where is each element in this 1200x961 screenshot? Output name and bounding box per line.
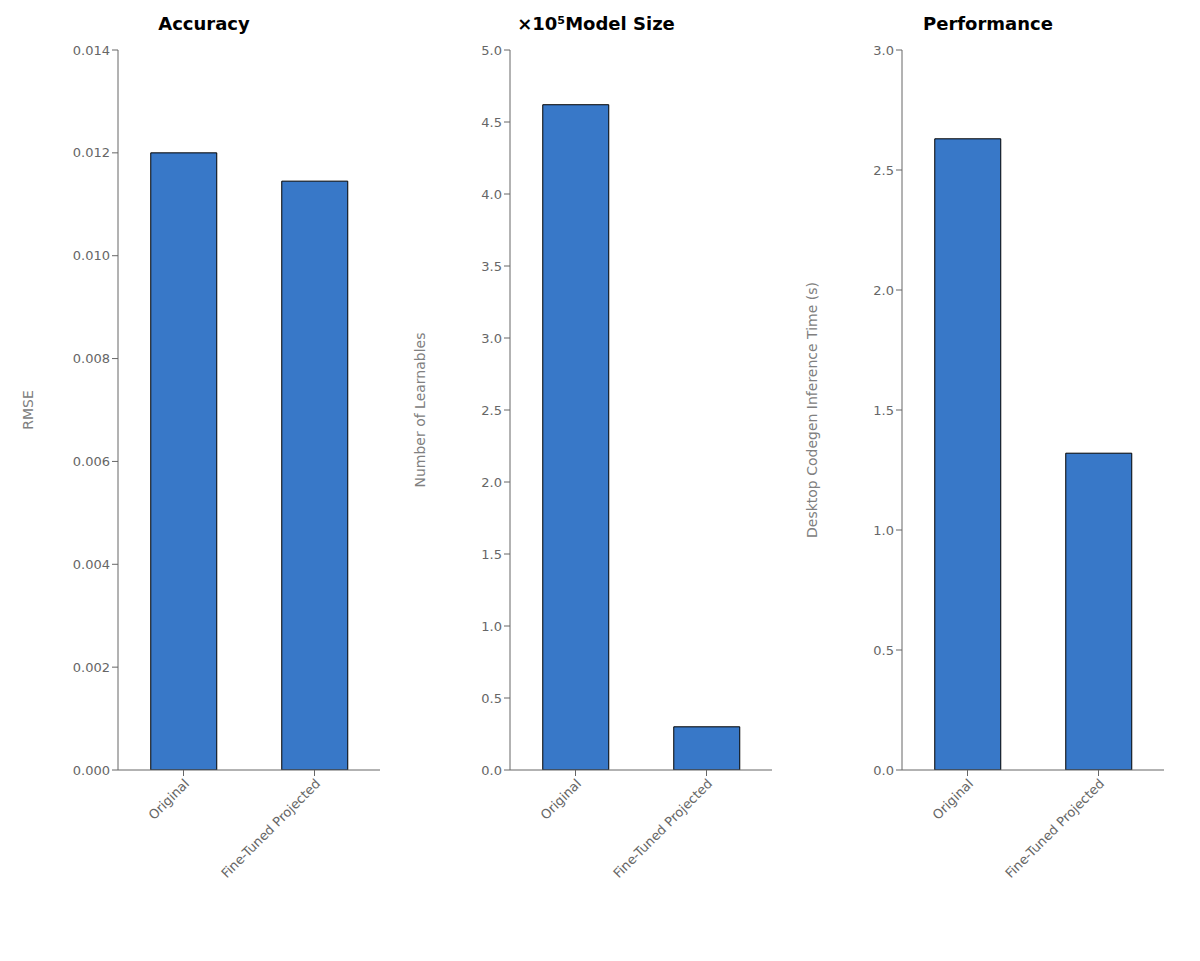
svg-text:4.5: 4.5: [481, 115, 502, 130]
svg-text:2.5: 2.5: [481, 403, 502, 418]
svg-text:0.002: 0.002: [73, 660, 110, 675]
svg-text:0.000: 0.000: [73, 763, 110, 778]
svg-text:3.0: 3.0: [873, 43, 894, 58]
svg-text:5.0: 5.0: [481, 43, 502, 58]
svg-text:0.5: 0.5: [481, 691, 502, 706]
html-text:×10⁵Model Size: ×10⁵Model Size: [517, 13, 675, 34]
svg-text:2.0: 2.0: [873, 283, 894, 298]
svg-text:Fine-Tuned Projected: Fine-Tuned Projected: [610, 776, 715, 881]
svg-text:Original: Original: [538, 776, 585, 823]
svg-text:Fine-Tuned Projected: Fine-Tuned Projected: [218, 776, 323, 881]
svg-text:Original: Original: [930, 776, 977, 823]
svg-text:1.0: 1.0: [481, 619, 502, 634]
html-text:Performance: Performance: [923, 13, 1053, 34]
svg-text:1.0: 1.0: [873, 523, 894, 538]
html-text:Accuracy: Accuracy: [158, 13, 250, 34]
svg-text:0.014: 0.014: [73, 43, 110, 58]
svg-text:0.5: 0.5: [873, 643, 894, 658]
svg-text:2.0: 2.0: [481, 475, 502, 490]
svg-text:0.0: 0.0: [481, 763, 502, 778]
svg-text:0.008: 0.008: [73, 351, 110, 366]
svg-text:Desktop Codegen Inference Time: Desktop Codegen Inference Time (s): [804, 282, 820, 538]
svg-text:2.5: 2.5: [873, 163, 894, 178]
svg-text:0.006: 0.006: [73, 454, 110, 469]
svg-text:3.5: 3.5: [481, 259, 502, 274]
svg-text:4.0: 4.0: [481, 187, 502, 202]
svg-text:Original: Original: [146, 776, 193, 823]
svg-text:1.5: 1.5: [873, 403, 894, 418]
svg-text:3.0: 3.0: [481, 331, 502, 346]
svg-text:RMSE: RMSE: [20, 390, 36, 430]
svg-text:0.012: 0.012: [73, 145, 110, 160]
svg-text:Fine-Tuned Projected: Fine-Tuned Projected: [1002, 776, 1107, 881]
svg-text:0.010: 0.010: [73, 248, 110, 263]
svg-text:Number of Learnables: Number of Learnables: [412, 332, 428, 487]
svg-text:0.0: 0.0: [873, 763, 894, 778]
svg-text:1.5: 1.5: [481, 547, 502, 562]
svg-text:0.004: 0.004: [73, 557, 110, 572]
